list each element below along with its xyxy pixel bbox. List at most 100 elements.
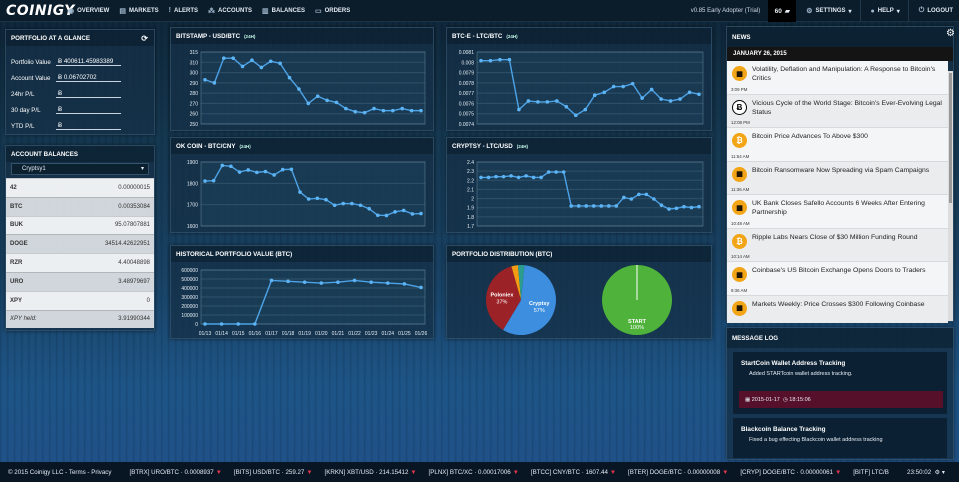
data-point <box>229 164 233 169</box>
news-item[interactable]: ▦ Bitcoin Ransomware Now Spreading via Sp… <box>727 161 948 195</box>
news-item-time: 10:48 AM <box>731 220 750 226</box>
message-item[interactable]: StartCoin Wallet Address Tracking Added … <box>733 352 947 414</box>
help-menu[interactable]: ● HELP ▾ <box>871 8 900 15</box>
settings-menu[interactable]: ⚙ SETTINGS ▾ <box>806 7 851 15</box>
ticker-item[interactable]: [CRYP] DOGE/BTC · 0.00000061 ▼ <box>740 469 841 476</box>
news-item[interactable]: ₿ Ripple Labs Nears Close of $30 Million … <box>727 228 948 262</box>
btce-chart-panel: BTC-E - LTC/BTC (24H) 0.0081 0.008 0.0079 0.… <box>446 27 712 131</box>
news-item[interactable]: ▦ Markets Weekly: Price Crosses $300 Foll… <box>727 295 948 323</box>
data-point <box>606 204 611 208</box>
scrollbar-thumb[interactable] <box>949 73 952 203</box>
news-item-time: 10:14 AM <box>731 254 750 259</box>
okcoin-chart-title: OK COIN - BTC/CNY (24H) <box>171 138 433 154</box>
ticker-item[interactable]: [BTCC] CNY/BTC · 1607.44 ▼ <box>531 469 616 476</box>
balance-value: 0.00353084 <box>118 203 150 210</box>
nav-accounts[interactable]: ⁂ ACCOUNTS <box>208 7 252 15</box>
balance-coin: 42 <box>10 184 17 191</box>
help-icon: ● <box>870 7 875 15</box>
ticker-item[interactable]: [BITS] USD/BTC · 259.27 ▼ <box>234 469 313 476</box>
data-point <box>479 58 483 63</box>
chevron-down-icon[interactable]: ▾ <box>941 468 945 476</box>
nav-orders[interactable]: ▭ ORDERS <box>315 7 350 15</box>
sitemap-icon: ⁂ <box>207 7 215 15</box>
news-item[interactable]: ₿ Bitcoin Price Advances To Above $300 11:… <box>727 128 948 162</box>
gear-icon[interactable]: ⚙ <box>934 468 941 476</box>
data-point <box>212 81 217 85</box>
news-item-text: Vicious Cycle of the World Stage: Bitcoi… <box>752 99 942 116</box>
bitstamp-chart-title: BITSTAMP - USD/BTC (24H) <box>171 28 433 44</box>
btce-line-chart[interactable]: 0.0081 0.008 0.0079 0.0078 0.0077 0.0076 0.007… <box>447 44 711 130</box>
x-tick-label: 01/18 <box>282 331 295 337</box>
news-item[interactable]: Ƀ Vicious Cycle of the World Stage: Bitco… <box>727 94 948 128</box>
ticker-text: [BTER] DOGE/BTC · 0.00000008 <box>628 468 721 476</box>
copyright-text[interactable]: © 2015 Coinigy LLC - Terms - Privacy <box>8 468 112 476</box>
coindesk-icon: ▦ <box>732 200 747 215</box>
news-item[interactable]: ▦ Volatility, Deflation and Manipulation:… <box>727 61 948 95</box>
chart-title-text: CRYPTSY - LTC/USD <box>452 142 513 150</box>
nav-markets-label: MARKETS <box>128 7 159 14</box>
arrow-down-icon: ▼ <box>306 468 313 476</box>
y-tick-label: 270 <box>190 101 199 107</box>
data-point <box>376 213 380 218</box>
chevron-down-icon: ▾ <box>848 8 852 15</box>
ticker-item[interactable]: [KRKN] XBT/USD · 214.15412 ▼ <box>325 469 417 476</box>
history-line-chart[interactable]: 600000500000400000300000200000100000001/… <box>171 262 433 338</box>
okcoin-line-chart[interactable]: 1900 1800 1700 1600 <box>171 154 433 232</box>
chart-title-text: BTC-E - LTC/BTC <box>452 32 503 40</box>
news-item-time: 11:36 AM <box>731 187 750 192</box>
data-point <box>263 169 268 174</box>
ticker-item[interactable]: [BITF] LTC/B <box>853 469 889 476</box>
news-item-time: 9:36 AM <box>731 287 748 293</box>
y-tick-label: 310 <box>190 60 199 66</box>
app-logo[interactable]: COINIGY <box>6 2 75 19</box>
news-item[interactable]: ▦ UK Bank Closes Safello Accounts 6 Weeks… <box>727 195 948 229</box>
data-point <box>498 57 502 62</box>
news-scrollbar[interactable] <box>948 71 953 321</box>
account-select[interactable]: Cryptsy1 ▾ <box>11 163 149 175</box>
notification-count[interactable]: 60 ▰ <box>768 0 797 22</box>
ticker-item[interactable]: [BTER] DOGE/BTC · 0.00000008 ▼ <box>628 469 728 476</box>
nav-markets[interactable]: ▤ MARKETS <box>119 7 158 15</box>
gear-icon[interactable]: ⚙ <box>946 28 955 39</box>
globe-icon: ◉ <box>68 7 75 15</box>
data-point <box>668 99 673 103</box>
pie-slice <box>511 265 521 300</box>
ticker-item[interactable]: [PLNX] BTC/XC · 0.00017006 ▼ <box>429 469 519 476</box>
bitstamp-line-chart[interactable]: 315 310 300 290 280 270 260 250 <box>171 44 433 130</box>
data-point <box>306 101 311 106</box>
nav-balances[interactable]: ▥ BALANCES <box>262 7 305 15</box>
data-point <box>599 204 604 208</box>
message-item[interactable]: Blackcoin Balance Tracking Fixed a bug e… <box>733 418 947 458</box>
data-point <box>315 94 320 99</box>
cryptsy-line-chart[interactable]: 2.4 2.3 2.2 2.1 2 1.9 1.8 1.7 <box>447 154 711 232</box>
data-point <box>419 108 423 113</box>
message-date: 2015-01-17 <box>751 396 780 403</box>
portfolio-panel: PORTFOLIO AT A GLANCE ⟳ Portfolio Value Ƀ … <box>5 29 155 135</box>
plot-area <box>200 269 426 325</box>
data-point <box>315 196 320 201</box>
calendar-icon: ▦ <box>745 396 751 403</box>
cryptsy-chart-panel: CRYPTSY - LTC/USD (24H) 2.4 2.3 2.2 2.1 2 1.9 1… <box>446 137 712 233</box>
portfolio-row: Portfolio Value Ƀ 400611.45983389 <box>11 54 154 70</box>
message-title: StartCoin Wallet Address Tracking <box>741 360 846 367</box>
plot-area <box>476 51 704 125</box>
message-log-title: MESSAGE LOG <box>727 328 953 348</box>
refresh-icon[interactable]: ⟳ <box>141 34 148 43</box>
nav-alerts[interactable]: ! ALERTS <box>169 7 198 14</box>
data-point <box>501 174 506 179</box>
data-point <box>289 167 294 172</box>
data-point <box>659 203 664 207</box>
balance-coin: BTC <box>10 203 23 210</box>
data-point <box>637 192 641 197</box>
logout-button[interactable]: ⏻ LOGOUT <box>919 7 953 15</box>
nav-overview-label: OVERVIEW <box>77 7 110 14</box>
nav-overview[interactable]: ◉ OVERVIEW <box>68 7 109 15</box>
ticker-item[interactable]: [BTRX] URO/BTC · 0.0008937 ▼ <box>129 469 221 476</box>
portfolio-row-label: 24hr P/L <box>11 90 35 98</box>
data-point <box>400 106 405 111</box>
data-point <box>369 280 373 284</box>
data-point <box>659 97 663 101</box>
portfolio-title: PORTFOLIO AT A GLANCE ⟳ <box>6 30 154 46</box>
news-item[interactable]: ▦ Coinbase's US Bitcoin Exchange Opens Do… <box>727 262 948 296</box>
